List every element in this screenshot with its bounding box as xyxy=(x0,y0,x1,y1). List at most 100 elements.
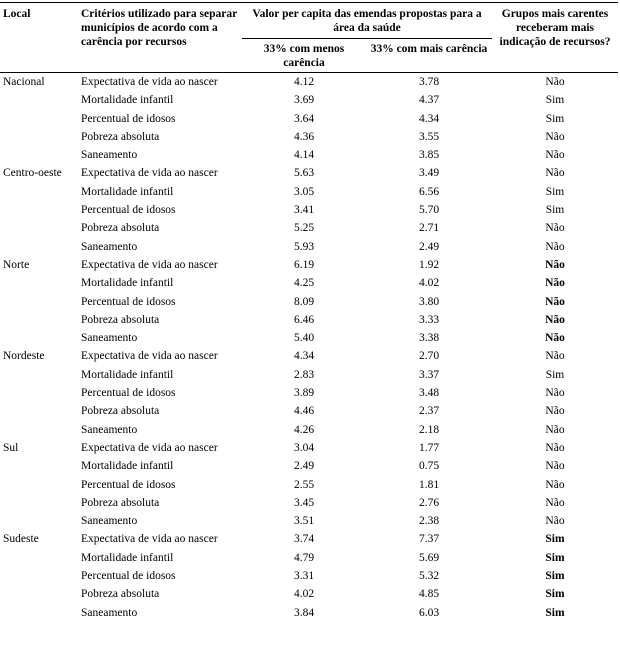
answer-cell: Não xyxy=(545,350,565,363)
header-row-2: 33% com menos carência 33% com mais carê… xyxy=(0,39,618,73)
local-cell xyxy=(0,457,78,475)
answer-cell: Não xyxy=(545,240,565,253)
criterion-cell: Pobreza absoluta xyxy=(81,222,160,235)
criterion-cell: Percentual de idosos xyxy=(81,387,176,400)
value-more-need-cell: 4.34 xyxy=(418,112,440,125)
answer-cell: Não xyxy=(545,167,565,180)
value-more-need-cell: 3.38 xyxy=(418,332,440,345)
answer-cell: Não xyxy=(545,405,565,418)
table-row: Pobreza absoluta 6.46 3.33 Não xyxy=(0,311,618,329)
value-more-need-cell: 2.76 xyxy=(418,496,440,509)
criterion-cell: Mortalidade infantil xyxy=(81,460,174,473)
value-more-need-cell: 2.18 xyxy=(418,423,440,436)
value-more-need-cell: 4.02 xyxy=(418,277,440,290)
value-less-need-cell: 5.93 xyxy=(293,240,315,253)
value-more-need-cell: 2.71 xyxy=(418,222,440,235)
value-more-need-cell: 6.03 xyxy=(418,606,440,619)
table-row: Percentual de idosos 8.09 3.80 Não xyxy=(0,293,618,311)
criterion-cell: Saneamento xyxy=(81,515,138,528)
criterion-cell: Expectativa de vida ao nascer xyxy=(81,533,218,546)
local-cell xyxy=(0,238,78,256)
answer-cell: Não xyxy=(545,496,565,509)
local-cell xyxy=(0,219,78,237)
table-row: Saneamento 3.51 2.38 Não xyxy=(0,512,618,530)
value-less-need-cell: 3.05 xyxy=(293,185,315,198)
value-less-need-cell: 2.49 xyxy=(293,460,315,473)
local-cell xyxy=(0,311,78,329)
table-row: Saneamento 5.93 2.49 Não xyxy=(0,238,618,256)
answer-cell: Não xyxy=(545,277,565,290)
value-less-need-cell: 3.41 xyxy=(293,204,315,217)
criterion-cell: Mortalidade infantil xyxy=(81,94,174,107)
table-row: Saneamento 5.40 3.38 Não xyxy=(0,329,618,347)
value-more-need-cell: 4.85 xyxy=(418,588,440,601)
value-more-need-cell: 6.56 xyxy=(418,185,440,198)
local-cell xyxy=(0,201,78,219)
criterion-cell: Saneamento xyxy=(81,149,138,162)
header-value-group: Valor per capita das emendas propostas p… xyxy=(242,2,492,39)
answer-cell: Não xyxy=(545,313,565,326)
criterion-cell: Percentual de idosos xyxy=(81,112,176,125)
answer-cell: Sim xyxy=(545,533,565,546)
value-less-need-cell: 6.46 xyxy=(293,313,315,326)
value-more-need-cell: 5.32 xyxy=(418,570,440,583)
answer-cell: Não xyxy=(545,515,565,528)
local-cell xyxy=(0,293,78,311)
value-more-need-cell: 2.38 xyxy=(418,515,440,528)
table-row: Percentual de idosos 2.55 1.81 Não xyxy=(0,476,618,494)
answer-cell: Não xyxy=(545,332,565,345)
answer-cell: Não xyxy=(545,387,565,400)
value-less-need-cell: 4.14 xyxy=(293,149,315,162)
answer-cell: Sim xyxy=(545,606,565,619)
table-row: Percentual de idosos 3.89 3.48 Não xyxy=(0,384,618,402)
value-more-need-cell: 3.49 xyxy=(418,167,440,180)
value-less-need-cell: 2.83 xyxy=(293,368,315,381)
local-cell xyxy=(0,567,78,585)
local-cell xyxy=(0,512,78,530)
answer-cell: Não xyxy=(545,478,565,491)
local-cell xyxy=(0,366,78,384)
table-row: Nordeste Expectativa de vida ao nascer 4… xyxy=(0,347,618,365)
table-row: Saneamento 4.14 3.85 Não xyxy=(0,146,618,164)
local-cell: Nacional xyxy=(3,76,45,88)
criterion-cell: Expectativa de vida ao nascer xyxy=(81,258,218,271)
criterion-cell: Mortalidade infantil xyxy=(81,277,174,290)
value-more-need-cell: 7.37 xyxy=(418,533,440,546)
criterion-cell: Expectativa de vida ao nascer xyxy=(81,441,218,454)
value-less-need-cell: 5.63 xyxy=(293,167,315,180)
criterion-cell: Percentual de idosos xyxy=(81,478,176,491)
value-more-need-cell: 1.81 xyxy=(418,478,440,491)
value-less-need-cell: 4.12 xyxy=(293,76,315,88)
local-cell xyxy=(0,585,78,603)
value-less-need-cell: 4.79 xyxy=(293,551,315,564)
table-row: Sul Expectativa de vida ao nascer 3.04 1… xyxy=(0,439,618,457)
value-less-need-cell: 4.25 xyxy=(293,277,315,290)
criterion-cell: Pobreza absoluta xyxy=(81,405,160,418)
value-less-need-cell: 3.69 xyxy=(293,94,315,107)
answer-cell: Sim xyxy=(545,94,565,107)
local-cell: Centro-oeste xyxy=(3,167,62,180)
criterion-cell: Pobreza absoluta xyxy=(81,313,160,326)
local-cell xyxy=(0,604,78,622)
value-more-need-cell: 5.70 xyxy=(418,204,440,217)
value-more-need-cell: 3.55 xyxy=(418,130,440,143)
value-more-need-cell: 1.92 xyxy=(418,258,440,271)
table-row: Centro-oeste Expectativa de vida ao nasc… xyxy=(0,164,618,182)
header-row-1: Local Critérios utilizado para separar m… xyxy=(0,2,618,48)
value-more-need-cell: 3.78 xyxy=(418,76,440,88)
criterion-cell: Expectativa de vida ao nascer xyxy=(81,350,218,363)
answer-cell: Sim xyxy=(545,570,565,583)
paper-table: Local Critérios utilizado para separar m… xyxy=(0,2,618,622)
table-row: Saneamento 3.84 6.03 Sim xyxy=(0,604,618,622)
table-header: Local Critérios utilizado para separar m… xyxy=(0,2,618,73)
table-body: Nacional Expectativa de vida ao nascer 4… xyxy=(0,73,618,622)
answer-cell: Sim xyxy=(545,551,565,564)
value-less-need-cell: 3.64 xyxy=(293,112,315,125)
value-more-need-cell: 2.70 xyxy=(418,350,440,363)
value-more-need-cell: 1.77 xyxy=(418,441,440,454)
criterion-cell: Pobreza absoluta xyxy=(81,496,160,509)
table-row: Pobreza absoluta 4.02 4.85 Sim xyxy=(0,585,618,603)
local-cell xyxy=(0,402,78,420)
value-more-need-cell: 3.80 xyxy=(418,295,440,308)
